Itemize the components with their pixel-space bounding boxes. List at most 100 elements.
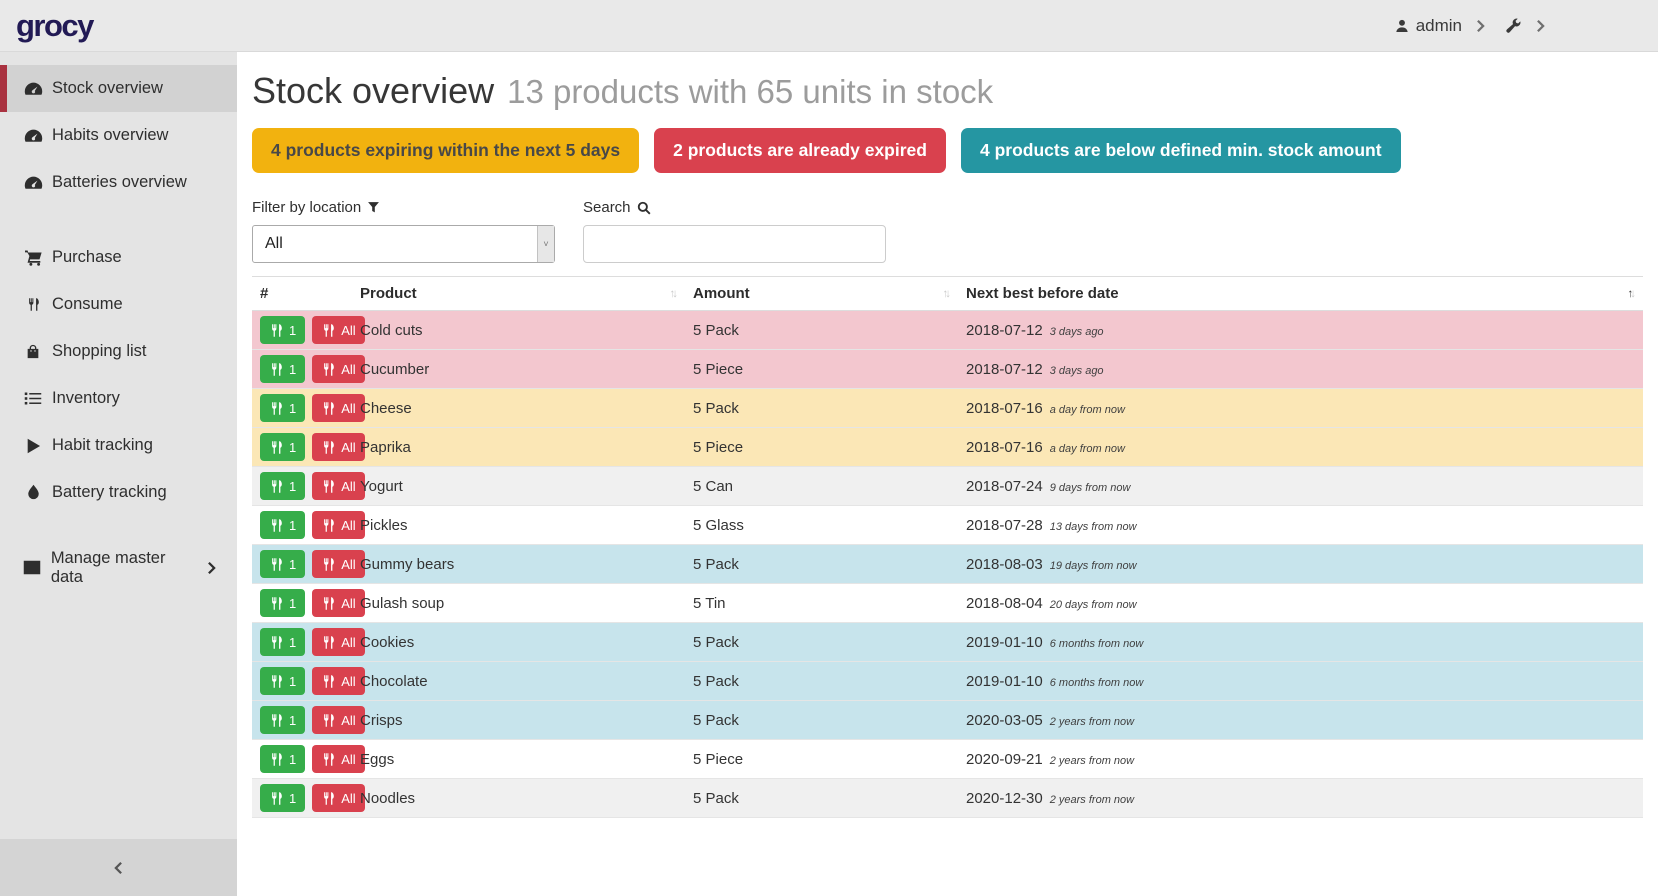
sort-icon[interactable]: ↑↓ <box>669 287 678 300</box>
row-actions: 1 All <box>252 628 365 656</box>
product-cell: Chocolate <box>360 672 428 690</box>
sidebar-item-manage-master-data[interactable]: Manage master data <box>0 544 237 591</box>
consume-1-button[interactable]: 1 <box>260 667 306 695</box>
search-input[interactable] <box>583 225 886 263</box>
consume-all-button[interactable]: All <box>312 745 365 773</box>
user-menu[interactable]: admin <box>1394 16 1462 36</box>
consume-1-button[interactable]: 1 <box>260 589 306 617</box>
consume-all-button[interactable]: All <box>312 316 365 344</box>
product-cell: Gummy bears <box>360 555 455 573</box>
sidebar-collapse-button[interactable] <box>0 839 237 896</box>
best-before-cell: 2020-12-30 2 years from now <box>966 789 1135 807</box>
best-before-cell: 2018-08-04 20 days from now <box>966 594 1137 612</box>
consume-1-button[interactable]: 1 <box>260 316 306 344</box>
table-row: 1 All Gummy bears 5 Pack 2018-08-03 19 days f… <box>252 545 1643 584</box>
sort-icon[interactable]: ↑↓ <box>942 287 951 300</box>
consume-all-button[interactable]: All <box>312 433 365 461</box>
row-actions: 1 All <box>252 355 365 383</box>
consume-all-button[interactable]: All <box>312 628 365 656</box>
amount-cell: 5 Can <box>693 477 734 495</box>
droplet-icon <box>23 484 43 501</box>
table-row: 1 All Yogurt 5 Can 2018-07-24 9 days from now <box>252 467 1643 506</box>
sidebar-item-consume[interactable]: Consume <box>0 281 237 328</box>
utensils-icon <box>269 479 284 494</box>
chevron-right-icon[interactable] <box>1535 19 1546 33</box>
consume-1-button[interactable]: 1 <box>260 472 306 500</box>
sidebar-item-stock-overview[interactable]: Stock overview <box>0 65 237 112</box>
column-header-label: Next best before date <box>966 285 1119 302</box>
product-cell: Yogurt <box>360 477 403 495</box>
consume-1-button[interactable]: 1 <box>260 355 306 383</box>
list-icon <box>23 391 43 406</box>
page-title: Stock overview <box>252 70 495 111</box>
best-before-cell: 2018-07-24 9 days from now <box>966 477 1131 495</box>
consume-1-button[interactable]: 1 <box>260 706 306 734</box>
status-badge[interactable]: 2 products are already expired <box>654 128 946 173</box>
chevron-down-icon: ˅ <box>537 226 554 262</box>
consume-all-button[interactable]: All <box>312 550 365 578</box>
relative-time: 9 days from now <box>1049 481 1131 494</box>
consume-1-button[interactable]: 1 <box>260 745 306 773</box>
column-header-next-best-before-date[interactable]: Next best before date ↑↓ <box>958 277 1643 310</box>
consume-all-button[interactable]: All <box>312 784 365 812</box>
sidebar-item-battery-tracking[interactable]: Battery tracking <box>0 469 237 516</box>
table-row: 1 All Pickles 5 Glass 2018-07-28 13 days from… <box>252 506 1643 545</box>
sidebar-item-inventory[interactable]: Inventory <box>0 375 237 422</box>
utensils-icon <box>269 401 284 416</box>
sidebar-item-habits-overview[interactable]: Habits overview <box>0 112 237 159</box>
sidebar-item-label: Battery tracking <box>52 483 167 501</box>
amount-cell: 5 Piece <box>693 438 744 456</box>
consume-all-button[interactable]: All <box>312 472 365 500</box>
relative-time: 13 days from now <box>1049 520 1137 533</box>
amount-cell: 5 Piece <box>693 360 744 378</box>
sidebar-item-purchase[interactable]: Purchase <box>0 234 237 281</box>
utensils-icon <box>269 713 284 728</box>
utensils-icon <box>269 557 284 572</box>
sidebar-item-habit-tracking[interactable]: Habit tracking <box>0 422 237 469</box>
utensils-icon <box>321 362 336 377</box>
amount-cell: 5 Pack <box>693 633 739 651</box>
wrench-icon[interactable] <box>1505 17 1522 34</box>
relative-time: 20 days from now <box>1049 598 1137 611</box>
status-badge[interactable]: 4 products expiring within the next 5 da… <box>252 128 640 173</box>
location-filter-select[interactable]: All ˅ <box>252 225 555 263</box>
consume-1-button[interactable]: 1 <box>260 784 306 812</box>
consume-all-button[interactable]: All <box>312 667 365 695</box>
product-cell: Cheese <box>360 399 412 417</box>
sort-icon[interactable]: ↑↓ <box>1627 287 1636 300</box>
consume-1-button[interactable]: 1 <box>260 550 306 578</box>
sidebar-item-batteries-overview[interactable]: Batteries overview <box>0 159 237 206</box>
best-before-cell: 2018-07-16 a day from now <box>966 399 1125 417</box>
search-icon <box>637 201 651 215</box>
chevron-right-icon <box>202 561 221 575</box>
table-row: 1 All Paprika 5 Piece 2018-07-16 a day from n… <box>252 428 1643 467</box>
best-before-cell: 2019-01-10 6 months from now <box>966 633 1144 651</box>
sidebar-item-label: Stock overview <box>52 79 163 97</box>
row-actions: 1 All <box>252 667 365 695</box>
consume-all-button[interactable]: All <box>312 394 365 422</box>
stock-table-body: 1 All Cold cuts 5 Pack 2018-07-12 3 days ago 1… <box>252 311 1643 818</box>
consume-all-button[interactable]: All <box>312 589 365 617</box>
column-header-product[interactable]: Product ↑↓ <box>352 277 685 310</box>
utensils-icon <box>269 791 284 806</box>
consume-1-button[interactable]: 1 <box>260 511 306 539</box>
sidebar-item-shopping-list[interactable]: Shopping list <box>0 328 237 375</box>
consume-all-button[interactable]: All <box>312 706 365 734</box>
status-badge[interactable]: 4 products are below defined min. stock … <box>960 128 1401 173</box>
column-header--: # <box>252 277 352 310</box>
chevron-right-icon[interactable] <box>1475 19 1486 33</box>
consume-all-button[interactable]: All <box>312 511 365 539</box>
app-logo[interactable]: grocy <box>16 7 94 43</box>
row-actions: 1 All <box>252 745 365 773</box>
column-header-amount[interactable]: Amount ↑↓ <box>685 277 958 310</box>
relative-time: a day from now <box>1049 403 1125 416</box>
consume-1-button[interactable]: 1 <box>260 394 306 422</box>
consume-all-button[interactable]: All <box>312 355 365 383</box>
relative-time: 6 months from now <box>1049 637 1144 650</box>
consume-1-button[interactable]: 1 <box>260 433 306 461</box>
best-before-cell: 2019-01-10 6 months from now <box>966 672 1144 690</box>
table-row: 1 All Crisps 5 Pack 2020-03-05 2 years from n… <box>252 701 1643 740</box>
consume-1-button[interactable]: 1 <box>260 628 306 656</box>
sidebar-item-label: Manage master data <box>50 548 166 586</box>
column-header-label: # <box>260 285 269 302</box>
